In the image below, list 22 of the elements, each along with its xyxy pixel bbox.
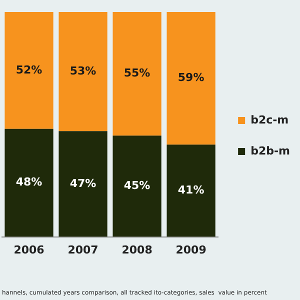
bar [166, 12, 216, 145]
x-tick-label: 2008 [122, 243, 152, 256]
legend-label: b2b-m [250, 144, 290, 158]
data-label: 55% [124, 66, 150, 80]
data-label: 52% [16, 63, 42, 76]
bar [4, 12, 54, 129]
bar [58, 131, 108, 237]
data-label: 45% [124, 179, 150, 192]
x-tick-label: 2007 [68, 243, 98, 256]
bar [112, 12, 162, 136]
bar [4, 128, 54, 237]
legend-label: b2c-m [250, 113, 289, 126]
bar [112, 136, 162, 237]
data-label: 47% [70, 176, 96, 190]
data-label: 53% [70, 64, 96, 78]
data-label: 41% [178, 184, 204, 197]
x-tick-label: 2006 [14, 243, 45, 256]
bar [166, 144, 216, 237]
x-tick-label: 2009 [176, 243, 206, 256]
bar [58, 12, 108, 132]
data-label: 48% [16, 176, 42, 189]
data-label: 59% [178, 71, 204, 84]
